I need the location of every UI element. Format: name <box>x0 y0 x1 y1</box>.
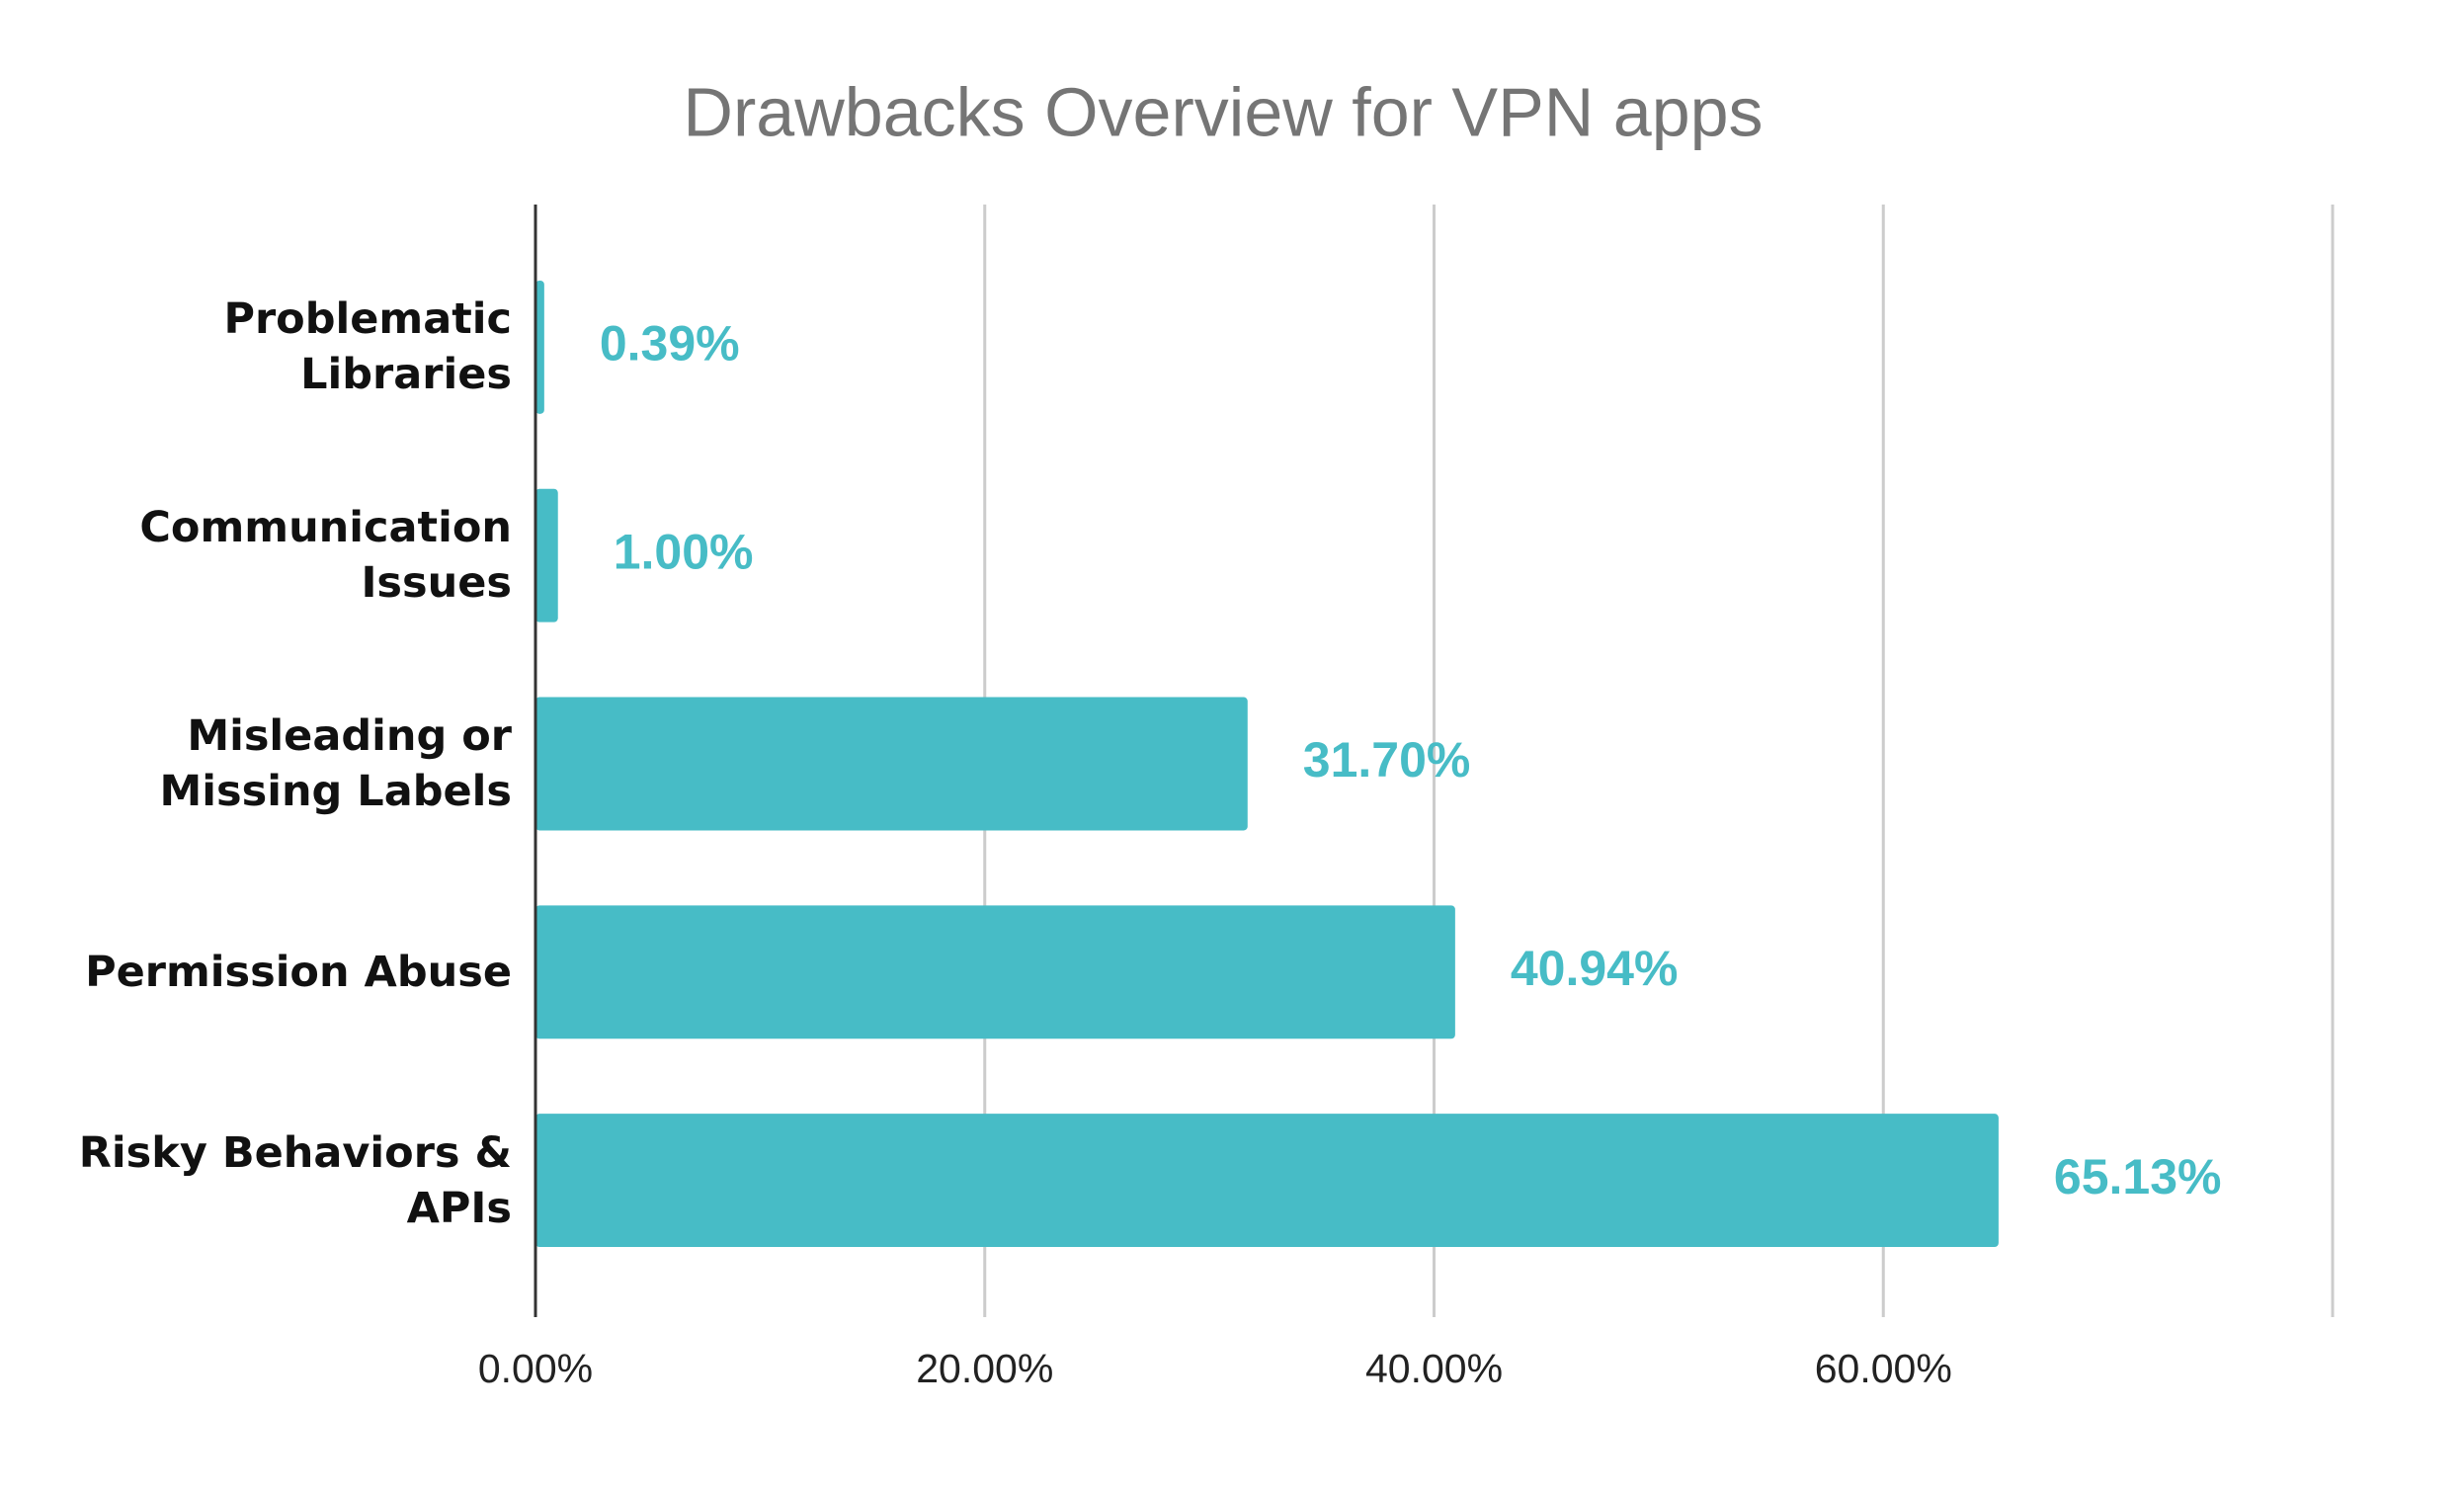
bar <box>535 697 1248 831</box>
bar <box>535 1114 1999 1248</box>
y-tick-label: Misleading or Missing Labels <box>159 711 512 816</box>
y-tick-label: Problematic Libraries <box>223 294 512 400</box>
y-tick-label: Risky Behaviors & APIs <box>78 1127 512 1233</box>
x-tick-label: 0.00% <box>478 1346 593 1391</box>
x-tick-label: 60.00% <box>1815 1346 1952 1391</box>
value-label: 40.94% <box>1511 941 1679 996</box>
value-label: 1.00% <box>614 524 754 579</box>
x-tick-label: 40.00% <box>1365 1346 1503 1391</box>
bar <box>535 488 558 622</box>
value-label: 31.70% <box>1303 732 1471 788</box>
bar <box>535 280 544 414</box>
value-label: 65.13% <box>2054 1149 2222 1204</box>
y-tick-label: Permission Abuse <box>85 947 512 997</box>
x-tick-label: 20.00% <box>916 1346 1053 1391</box>
bar <box>535 905 1455 1039</box>
chart-title: Drawbacks Overview for VPN apps <box>683 73 1763 150</box>
value-label: 0.39% <box>600 316 740 372</box>
y-tick-label: Communication Issues <box>139 503 512 609</box>
